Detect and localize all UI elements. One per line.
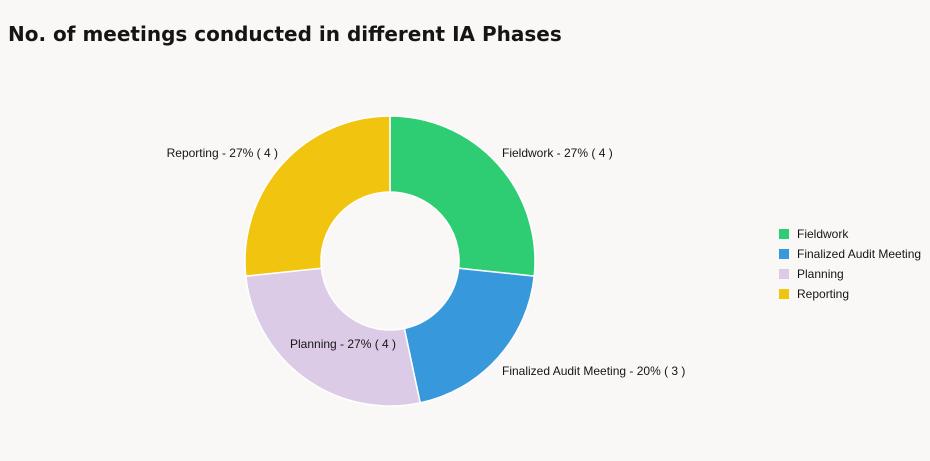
legend-swatch	[779, 289, 789, 299]
slice-label-finalized-audit-meeting: Finalized Audit Meeting - 20% ( 3 )	[502, 364, 685, 378]
legend-item-planning[interactable]: Planning	[779, 264, 921, 284]
chart-title: No. of meetings conducted in different I…	[8, 22, 562, 46]
labels-layer: Fieldwork - 27% ( 4 ) Finalized Audit Mee…	[167, 146, 686, 378]
slice-label-fieldwork: Fieldwork - 27% ( 4 )	[502, 146, 613, 160]
slice-label-planning: Planning - 27% ( 4 )	[290, 337, 396, 351]
legend-swatch	[779, 229, 789, 239]
legend-item-reporting[interactable]: Reporting	[779, 284, 921, 304]
slice-planning[interactable]	[244, 267, 422, 407]
legend-label: Reporting	[797, 287, 850, 301]
chart-legend: Fieldwork Finalized Audit Meeting Planning…	[779, 224, 921, 304]
slices-layer	[244, 115, 536, 407]
legend-swatch	[779, 249, 789, 259]
legend-item-fieldwork[interactable]: Fieldwork	[779, 224, 921, 244]
slice-reporting[interactable]	[244, 115, 391, 277]
legend-swatch	[779, 269, 789, 279]
legend-label: Fieldwork	[797, 227, 849, 241]
legend-item-finalized-audit-meeting[interactable]: Finalized Audit Meeting	[779, 244, 921, 264]
legend-label: Planning	[797, 267, 844, 281]
slice-label-reporting: Reporting - 27% ( 4 )	[167, 146, 278, 160]
slice-fieldwork[interactable]	[389, 115, 536, 277]
slice-finalized-audit-meeting[interactable]	[403, 267, 536, 404]
legend-label: Finalized Audit Meeting	[797, 247, 922, 261]
